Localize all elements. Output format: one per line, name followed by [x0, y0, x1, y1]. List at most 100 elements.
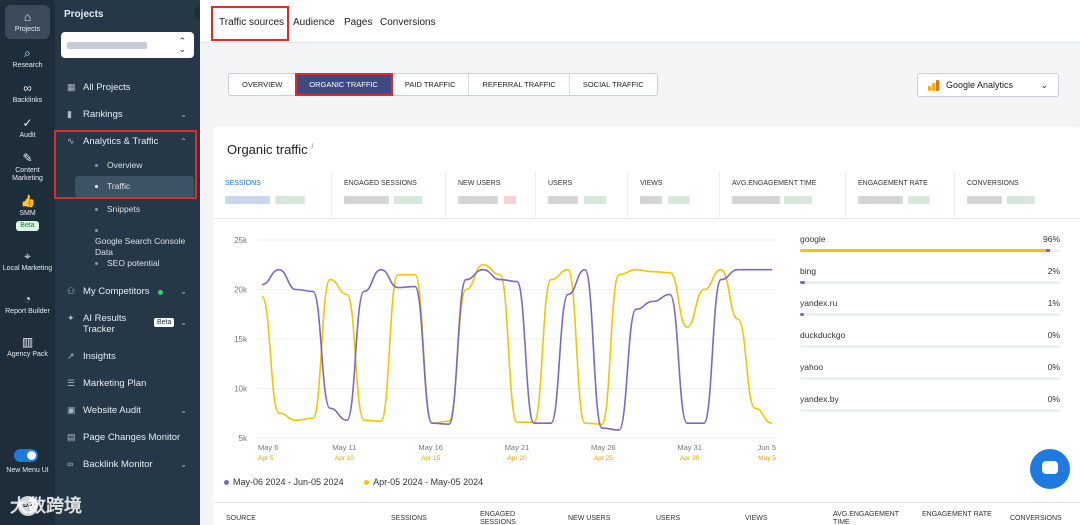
- sidebar-item-insights[interactable]: ↗ Insights: [67, 351, 116, 362]
- analytics-source-select[interactable]: Google Analytics ⌄: [917, 73, 1059, 97]
- tab-conversions[interactable]: Conversions: [380, 17, 436, 28]
- chevron-down-icon[interactable]: ⌄: [180, 318, 187, 327]
- sidebar-item-rankings[interactable]: ▮ Rankings: [67, 109, 123, 120]
- tab-traffic-sources[interactable]: Traffic sources: [219, 17, 285, 28]
- rail-item-projects[interactable]: ⌂ Projects: [0, 10, 55, 34]
- metric-delta-redacted: [275, 196, 305, 204]
- rail-item-local-marketing[interactable]: ⌖ Local Marketing: [0, 249, 55, 273]
- source-percent: 0%: [1047, 394, 1060, 404]
- sidebar-subitem-seo-potential[interactable]: SEO potential: [95, 258, 159, 268]
- sidebar-title: Projects: [64, 9, 104, 20]
- new-menu-toggle[interactable]: [14, 449, 38, 462]
- sidebar-subitem-traffic[interactable]: Traffic: [95, 181, 130, 191]
- link-icon: ∞: [67, 459, 74, 469]
- sidebar-item-page-changes[interactable]: ▤ Page Changes Monitor: [67, 432, 180, 443]
- rail-item-smm[interactable]: 👍 SMM Beta: [0, 194, 55, 231]
- project-selector[interactable]: ⌃ ⌄: [61, 32, 194, 58]
- legend-item-previous[interactable]: Apr-05 2024 - May-05 2024: [364, 477, 483, 487]
- legend-dot-icon: [224, 480, 229, 486]
- thumbs-up-icon: 👍: [20, 194, 36, 208]
- rail-item-backlinks[interactable]: ∞ Backlinks: [0, 81, 55, 105]
- th-views[interactable]: VIEWS: [745, 515, 768, 522]
- rail-item-report-builder[interactable]: ◔ Report Builder: [0, 292, 55, 316]
- rail-item-content-marketing[interactable]: ✎ Content Marketing: [0, 151, 55, 183]
- home-icon: ⌂: [23, 10, 32, 24]
- th-new-users[interactable]: NEW USERS: [568, 515, 611, 522]
- sidebar-subitem-overview[interactable]: Overview: [95, 160, 142, 170]
- th-users[interactable]: USERS: [656, 515, 681, 522]
- th-engaged-sessions[interactable]: ENGAGED SESSIONS: [480, 511, 516, 525]
- y-tick-label: 25k: [234, 236, 248, 245]
- x-tick-label-previous: Apr 30: [680, 455, 700, 462]
- divider: [213, 218, 1080, 219]
- sidebar-subitem-gsc[interactable]: Google Search Console Data: [95, 225, 195, 258]
- tab-audience[interactable]: Audience: [293, 17, 335, 28]
- legend-item-current[interactable]: May-06 2024 - Jun-05 2024: [224, 477, 346, 487]
- chevron-down-icon[interactable]: ⌄: [180, 287, 187, 296]
- metric-avg-engagement-time[interactable]: AVG.ENGAGEMENT TIME: [720, 172, 846, 219]
- chevron-updown-icon: ⌃ ⌄: [178, 36, 186, 54]
- x-tick-label: May 11: [332, 443, 356, 452]
- x-tick-label-previous: Apr 10: [335, 455, 355, 462]
- x-tick-label-previous: Apr 20: [507, 455, 527, 462]
- metric-sessions[interactable]: SESSIONS: [213, 172, 332, 219]
- chevron-down-icon[interactable]: ⌄: [180, 460, 187, 469]
- rail-item-research[interactable]: ⌕ Research: [0, 46, 55, 70]
- chevron-down-icon[interactable]: ⌄: [180, 110, 187, 119]
- sidebar-subitem-label: Traffic: [107, 181, 131, 191]
- subtab-organic-traffic[interactable]: ORGANIC TRAFFIC: [295, 73, 393, 96]
- sidebar-subitem-snippets[interactable]: Snippets: [95, 204, 140, 214]
- traffic-type-tabs: OVERVIEW ORGANIC TRAFFIC PAID TRAFFIC RE…: [228, 73, 658, 96]
- subtab-overview[interactable]: OVERVIEW: [229, 74, 297, 95]
- sidebar-subitem-label: Overview: [107, 160, 143, 170]
- th-avg-engagement-time[interactable]: AVG.ENGAGEMENT TIME: [833, 511, 899, 525]
- subtab-paid-traffic[interactable]: PAID TRAFFIC: [392, 74, 470, 95]
- source-bar-tip: [1045, 249, 1050, 252]
- sidebar-item-all-projects[interactable]: ▦ All Projects: [67, 82, 131, 93]
- source-percent: 2%: [1047, 266, 1060, 276]
- rail-active-highlight: [5, 5, 50, 39]
- th-sessions[interactable]: SESSIONS: [391, 515, 427, 522]
- sidebar-item-website-audit[interactable]: ▣ Website Audit: [67, 405, 141, 416]
- chevron-up-icon[interactable]: ⌃: [180, 137, 187, 146]
- x-tick-label: Jun 5: [758, 443, 776, 452]
- source-bar: [800, 345, 1060, 348]
- rail-item-audit[interactable]: ✓ Audit: [0, 116, 55, 140]
- chevron-down-icon[interactable]: ⌄: [180, 406, 187, 415]
- metric-views[interactable]: VIEWS: [628, 172, 720, 219]
- info-icon[interactable]: i: [311, 143, 313, 151]
- rail-item-agency-pack[interactable]: ▥ Agency Pack: [0, 335, 55, 359]
- checklist-icon: ☰: [67, 378, 76, 388]
- sidebar-subitem-label: SEO potential: [107, 258, 160, 268]
- sidebar-item-competitors[interactable]: ⚇ My Competitors: [67, 286, 150, 297]
- sidebar-item-label: Marketing Plan: [83, 378, 147, 389]
- metric-users[interactable]: USERS: [536, 172, 628, 219]
- metric-conversions[interactable]: CONVERSIONS: [955, 172, 1080, 219]
- sidebar-item-backlink-monitor[interactable]: ∞ Backlink Monitor: [67, 459, 153, 470]
- y-tick-label: 5k: [239, 434, 248, 443]
- th-source[interactable]: SOURCE: [226, 515, 256, 522]
- users-icon: ⚇: [67, 286, 76, 296]
- avatar[interactable]: DA: [18, 496, 38, 516]
- sidebar-item-analytics[interactable]: ∿ Analytics & Traffic: [67, 136, 158, 147]
- metric-new-users[interactable]: NEW USERS: [446, 172, 536, 219]
- metric-label: NEW USERS: [458, 180, 501, 187]
- x-tick-label: May 31: [677, 443, 702, 452]
- sidebar-item-marketing-plan[interactable]: ☰ Marketing Plan: [67, 378, 146, 389]
- th-conversions[interactable]: CONVERSIONS: [1010, 515, 1062, 522]
- x-tick-label: May 6: [258, 443, 278, 452]
- pulse-icon: ∿: [67, 136, 75, 146]
- subtab-social-traffic[interactable]: SOCIAL TRAFFIC: [582, 80, 644, 89]
- top-tabs-bar: Traffic sources Audience Pages Conversio…: [200, 0, 1080, 43]
- chat-support-button[interactable]: [1030, 449, 1070, 489]
- th-engagement-rate[interactable]: ENGAGEMENT RATE: [922, 511, 992, 518]
- subtab-referral-traffic[interactable]: REFERRAL TRAFFIC: [469, 74, 570, 95]
- sidebar-item-label: Backlink Monitor: [83, 459, 153, 470]
- source-bar: [800, 249, 1060, 252]
- metric-engagement-rate[interactable]: ENGAGEMENT RATE: [846, 172, 955, 219]
- sidebar-item-ai-results[interactable]: ✦ AI Results Tracker: [67, 313, 145, 335]
- metric-engaged-sessions[interactable]: ENGAGED SESSIONS: [332, 172, 446, 219]
- smm-beta-badge: Beta: [16, 221, 39, 231]
- tab-pages[interactable]: Pages: [344, 17, 373, 28]
- status-dot: [158, 290, 163, 295]
